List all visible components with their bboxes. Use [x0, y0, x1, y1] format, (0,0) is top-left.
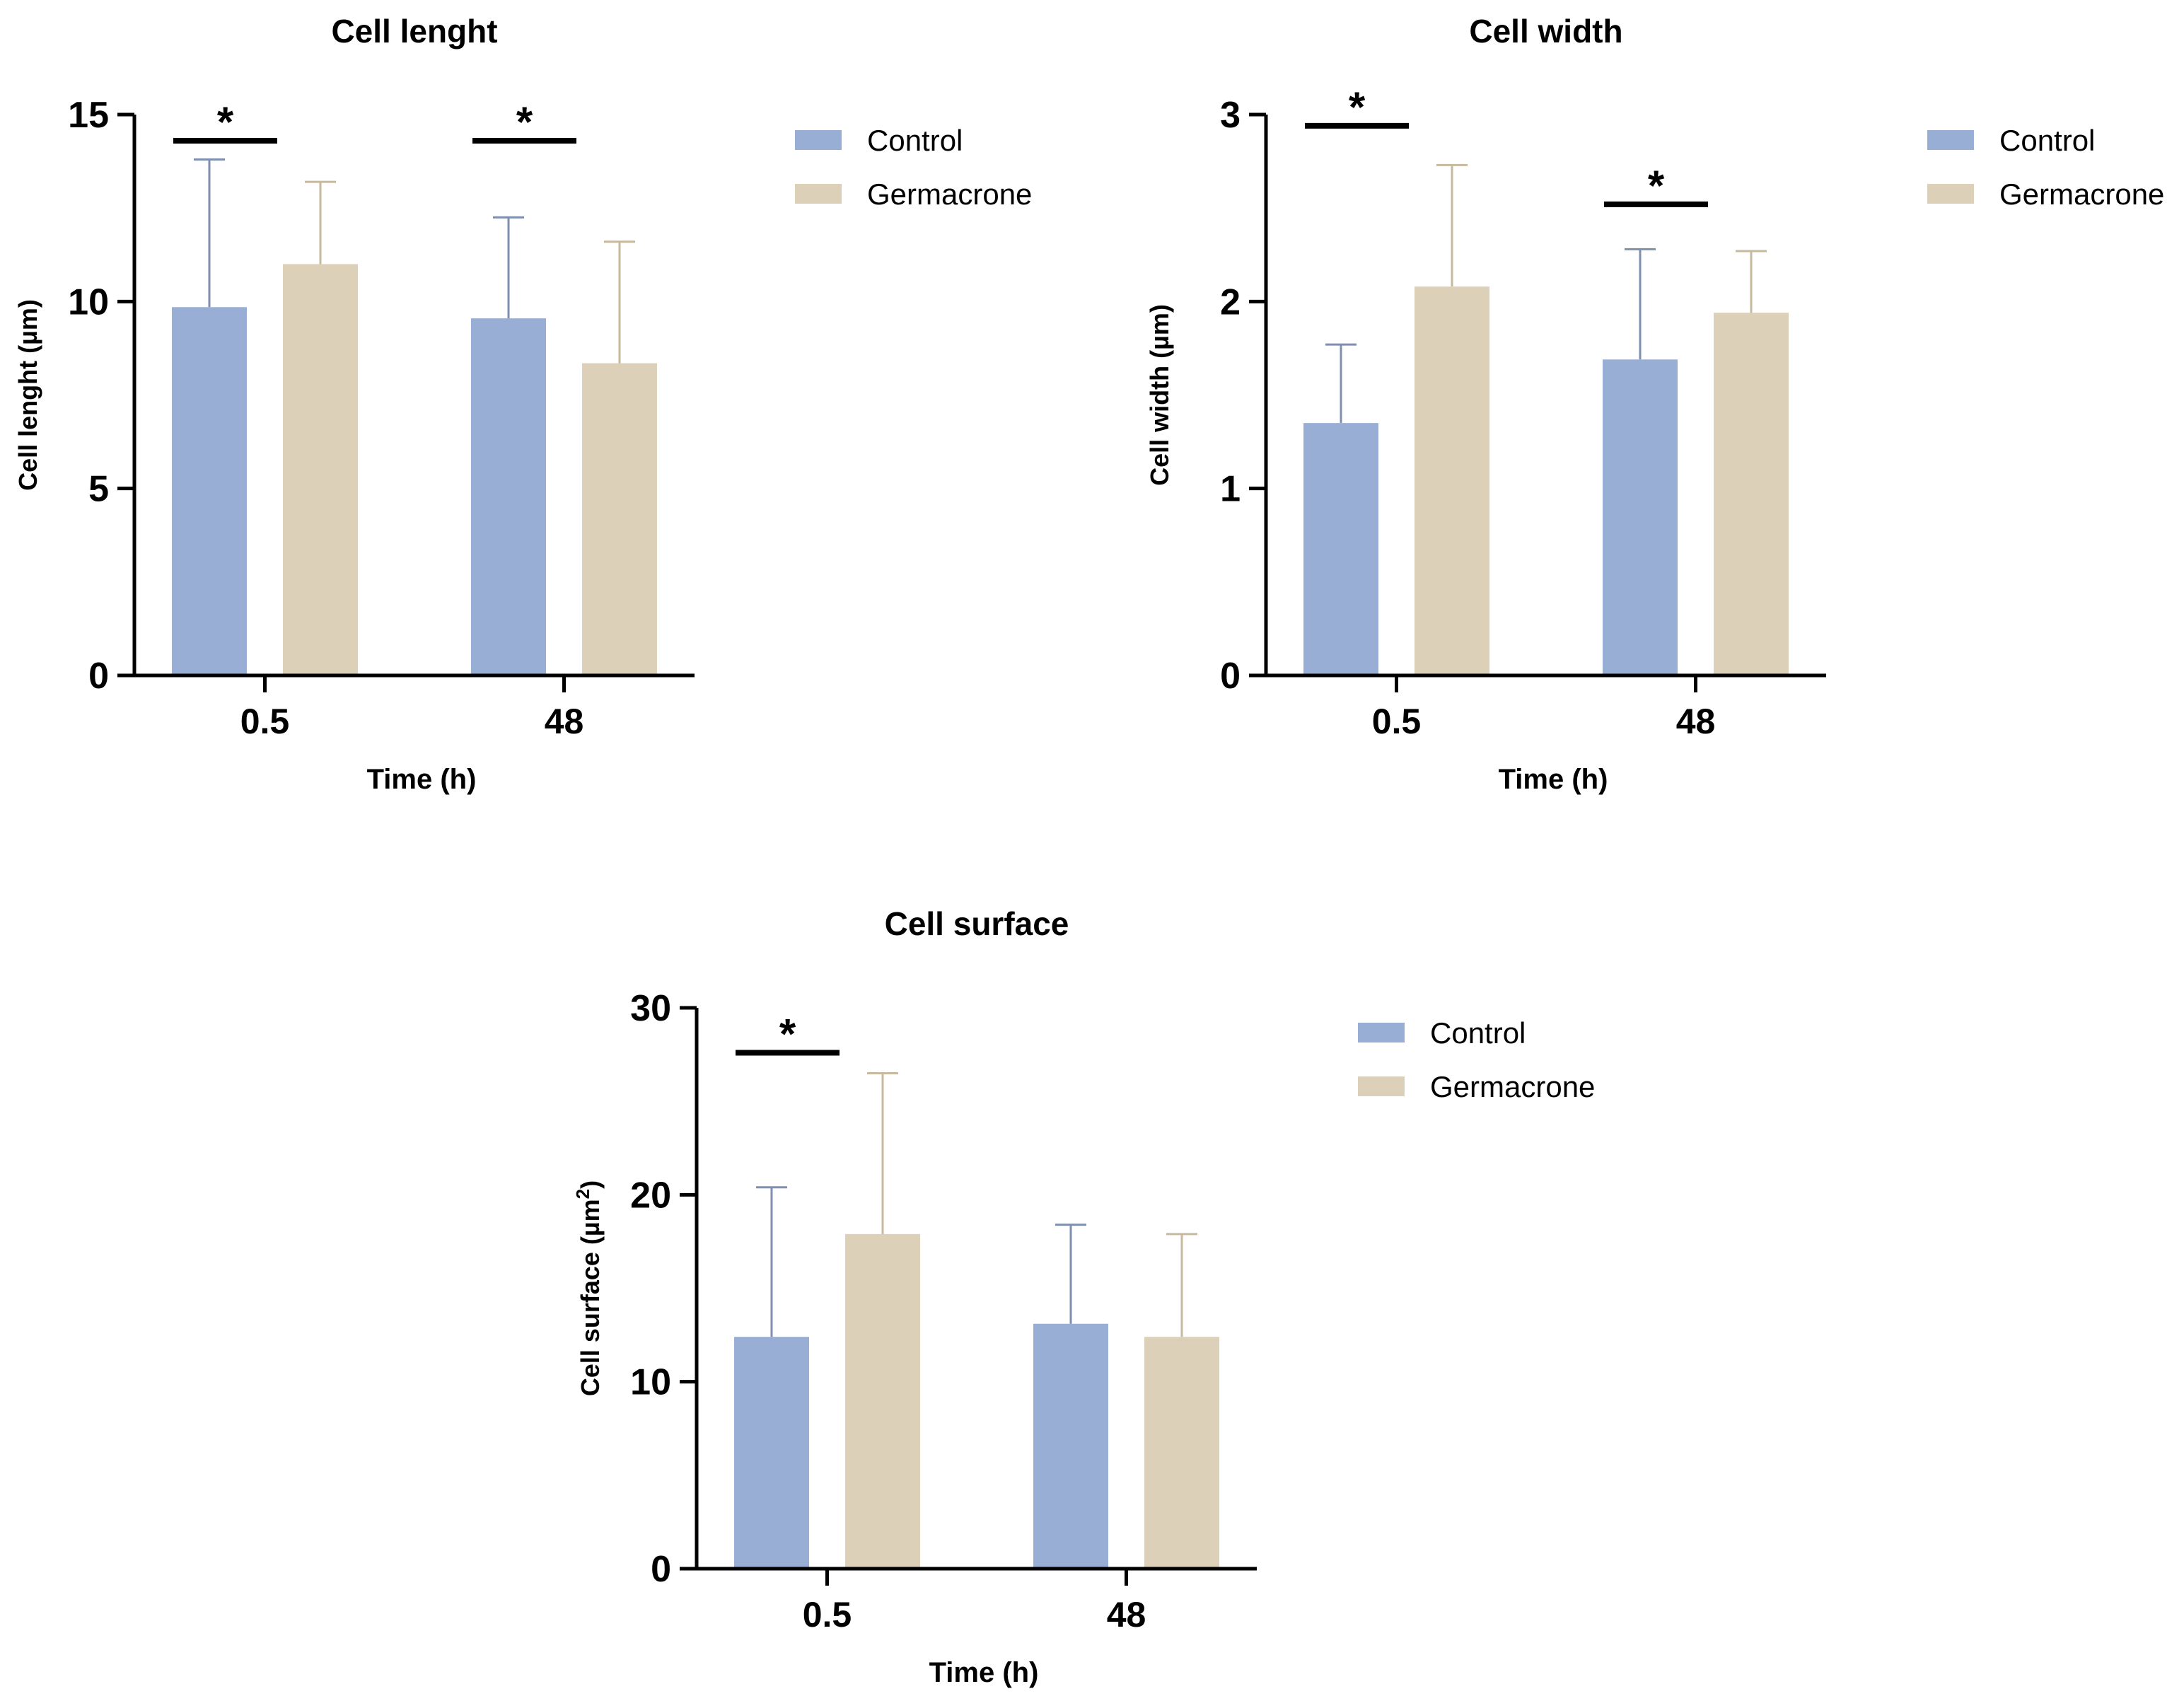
- legend-swatch-control: [795, 130, 842, 150]
- significance-star: *: [1648, 162, 1665, 209]
- chart-title: Cell lenght: [331, 13, 497, 50]
- x-tick-label: 0.5: [1372, 702, 1422, 741]
- bar-germacrone-48: [582, 363, 657, 675]
- bar-germacrone-0.5: [845, 1233, 920, 1569]
- y-tick-label: 20: [630, 1175, 671, 1216]
- significance-star: *: [779, 1010, 796, 1057]
- y-tick-label: 1: [1220, 469, 1241, 510]
- y-axis-label: Cell lenght (µm): [13, 299, 42, 491]
- bar-germacrone-0.5: [283, 264, 358, 675]
- legend-label-control: Control: [1999, 124, 2095, 157]
- bar-control-48: [1033, 1323, 1108, 1569]
- legend-swatch-control: [1927, 130, 1974, 150]
- x-tick-label: 0.5: [240, 702, 290, 741]
- legend-swatch-germacrone: [1358, 1076, 1405, 1096]
- y-tick-label: 10: [68, 281, 109, 323]
- y-tick-label: 3: [1220, 95, 1241, 136]
- x-axis-label: Time (h): [1499, 764, 1608, 795]
- significance-star: *: [1349, 83, 1366, 131]
- chart-width: Cell width 0 1 2 3 0.5 48 Time (h) Cell width (µ…: [1145, 13, 2164, 795]
- y-tick-label: 10: [630, 1362, 671, 1403]
- y-axis-label: Cell width (µm): [1145, 304, 1174, 486]
- y-tick-label: 30: [630, 988, 671, 1029]
- bar-germacrone-0.5: [1415, 286, 1489, 676]
- x-tick-label: 48: [1676, 702, 1716, 741]
- legend-label-control: Control: [1430, 1016, 1526, 1050]
- significance-star: *: [217, 98, 234, 146]
- chart-length: Cell lenght 0 5 10 15 0.5 48 Time (h) Cell lengh…: [13, 13, 1032, 795]
- bar-control-48: [471, 318, 546, 675]
- bar-control-48: [1603, 359, 1678, 675]
- legend-label-control: Control: [867, 124, 963, 157]
- y-tick-label: 15: [68, 95, 109, 136]
- x-axis-label: Time (h): [367, 764, 477, 795]
- x-tick-label: 48: [545, 702, 584, 741]
- legend-swatch-germacrone: [795, 184, 842, 204]
- y-tick-label: 5: [88, 469, 109, 510]
- x-tick-label: 48: [1107, 1595, 1146, 1634]
- legend-label-germacrone: Germacrone: [1430, 1070, 1595, 1103]
- bar-control-0.5: [734, 1337, 809, 1569]
- legend-swatch-control: [1358, 1023, 1405, 1042]
- y-tick-label: 0: [88, 656, 109, 697]
- chart-title: Cell surface: [885, 905, 1069, 942]
- bar-germacrone-48: [1714, 313, 1789, 675]
- chart-title: Cell width: [1469, 13, 1622, 50]
- y-axis-label: Cell surface (µm2): [572, 1180, 605, 1396]
- bar-germacrone-48: [1144, 1337, 1219, 1569]
- x-axis-label: Time (h): [929, 1657, 1039, 1688]
- significance-star: *: [516, 98, 533, 146]
- bar-control-0.5: [172, 307, 247, 676]
- bar-control-0.5: [1303, 423, 1378, 675]
- y-tick-label: 0: [1220, 656, 1241, 697]
- x-tick-label: 0.5: [803, 1595, 852, 1634]
- y-tick-label: 2: [1220, 281, 1241, 323]
- legend-swatch-germacrone: [1927, 184, 1974, 204]
- legend-label-germacrone: Germacrone: [1999, 178, 2164, 211]
- chart-surface: Cell surface 0 10 20 30 0.5 48 Time (h) Cell sur…: [572, 905, 1595, 1688]
- legend-label-germacrone: Germacrone: [867, 178, 1032, 211]
- y-tick-label: 0: [651, 1549, 671, 1590]
